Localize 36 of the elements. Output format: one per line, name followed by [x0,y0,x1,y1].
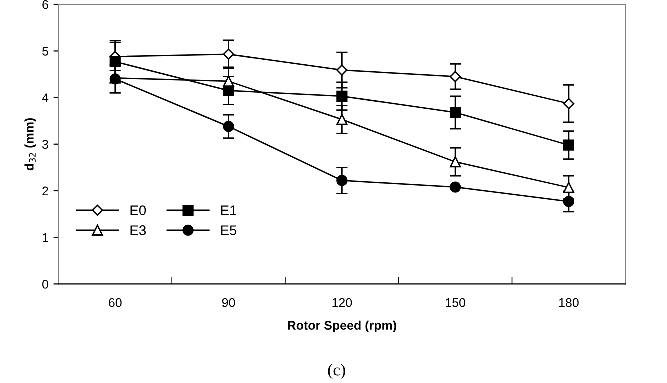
x-tick-label: 60 [109,298,122,308]
point [223,48,234,60]
y-tick-label: 5 [42,47,48,56]
y-tick-label: 2 [42,186,48,196]
y-axis-title: d$_{32}$ (mm) [24,118,36,171]
point [450,182,462,193]
point [336,175,348,186]
y-tick-label: 3 [42,140,48,150]
y-tick-label: 0 [42,280,48,289]
point [110,56,121,68]
legend-label: E1 [221,206,237,216]
legend-label: E5 [221,226,237,236]
x-axis-title: Rotor Speed (rpm) [288,320,396,332]
x-tick-label: 180 [559,298,579,308]
point [563,140,575,151]
point [450,107,462,118]
point [336,64,348,76]
text: (c) [328,364,346,380]
x-tick-label: 90 [222,298,236,308]
y-tick-label: 1 [42,234,48,242]
x-tick-label: 150 [446,298,466,308]
point [223,85,234,96]
point [336,114,348,126]
point [450,71,462,82]
y-tick-label: 4 [42,94,49,102]
legend-label: E3 [130,226,146,236]
point [563,98,575,110]
point [336,90,348,102]
y-tick-label: 6 [42,0,48,10]
point [223,121,234,132]
x-tick-label: 120 [332,298,352,308]
point [563,196,575,208]
point [450,156,462,168]
legend-label: E0 [130,206,146,216]
point [563,182,575,194]
point [223,76,234,88]
